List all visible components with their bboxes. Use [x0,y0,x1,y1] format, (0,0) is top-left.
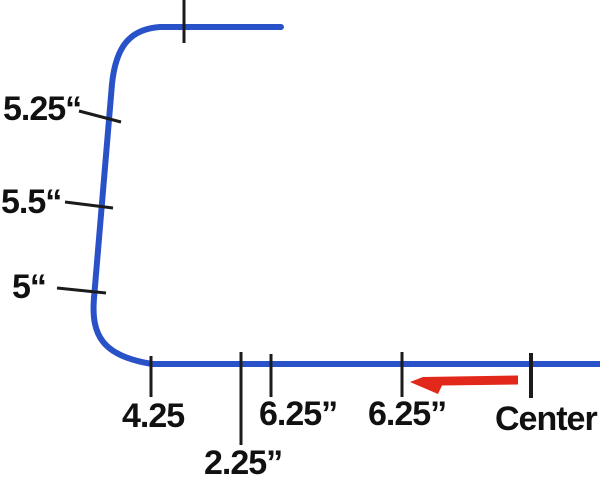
left-arrow-icon [410,375,518,394]
label-5: 5“ [12,268,47,306]
label-center: Center [495,400,598,438]
label-4-25: 4.25 [122,397,185,435]
leader-line-5 [56,286,107,295]
label-6-25-a: 6.25” [259,395,338,433]
label-5-25: 5.25“ [3,90,82,128]
label-5-5: 5.5“ [1,183,62,221]
template-outline-path [90,24,600,367]
label-6-25-b: 6.25” [368,395,447,433]
leader-line-5-25 [78,109,122,124]
leader-line-5-5 [64,200,114,210]
label-2-25: 2.25” [204,444,283,480]
